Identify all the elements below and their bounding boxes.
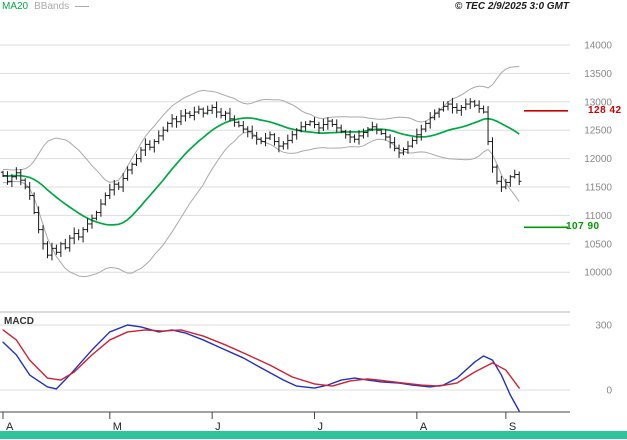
signal-line (2, 329, 520, 389)
y-axis-tick-label: 13000 (584, 97, 612, 108)
x-axis-month-label: S (509, 421, 516, 433)
bollinger-lower-band-line (2, 131, 520, 278)
y-axis-tick-label: 14000 (584, 41, 612, 52)
macd-panel-label: MACD (4, 316, 34, 327)
x-axis-month-label: M (113, 421, 122, 433)
time-scrollbar[interactable] (0, 431, 627, 439)
ma20-line (2, 117, 520, 226)
y-axis-tick-label: 12500 (584, 126, 612, 137)
resistance-price-label: 128 42 (588, 104, 622, 116)
x-axis-month-label: J (215, 421, 221, 433)
y-axis-tick-label: 12000 (584, 154, 612, 165)
y-axis-tick-label: 10500 (584, 239, 612, 250)
bbands-line-sample (75, 6, 90, 7)
x-axis-month-label: A (6, 421, 14, 433)
macd-axis-tick-label: 300 (595, 321, 612, 332)
y-axis-tick-label: 11500 (585, 183, 613, 194)
copyright-text: © TEC 2/9/2025 3:0 GMT (454, 1, 569, 12)
y-axis-tick-label: 13500 (584, 69, 612, 80)
y-axis-tick-label: 10000 (584, 268, 612, 279)
macd-axis-tick-label: 0 (606, 386, 612, 397)
support-price-label: 107 90 (566, 221, 600, 233)
y-axis-tick-label: 11000 (585, 211, 613, 222)
legend-ma20-label: MA20 (2, 1, 29, 12)
macd-line (2, 324, 520, 412)
x-axis-month-label: J (318, 421, 324, 433)
legend: MA20 BBands (2, 1, 90, 12)
bollinger-upper-band-line (2, 66, 520, 183)
legend-bbands-label: BBands (34, 1, 70, 12)
x-axis-month-label: A (420, 421, 428, 433)
